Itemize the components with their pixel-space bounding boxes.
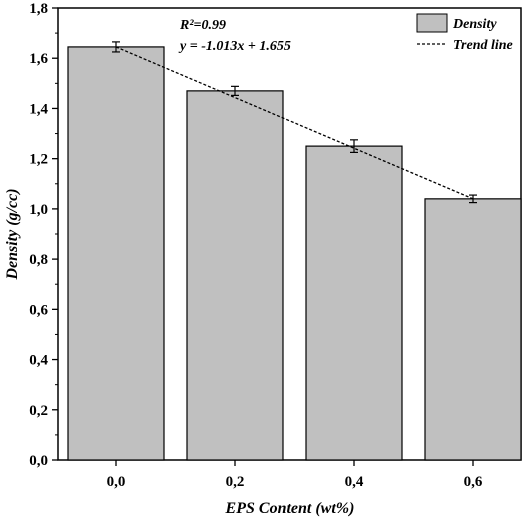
legend-bar-label: Density <box>452 17 497 32</box>
x-tick-label-3: 0,6 <box>464 474 483 490</box>
y-tick-label-3: 0,6 <box>29 302 48 318</box>
y-axis: 0,0 0,2 0,4 0,6 0,8 1,0 1,2 1,4 1,6 1,8 <box>29 1 58 469</box>
bars-group <box>67 46 522 461</box>
x-tick-label-0: 0,0 <box>107 474 126 490</box>
bar-1 <box>186 90 284 461</box>
trend-line-group <box>115 46 474 200</box>
x-tick-label-1: 0,2 <box>226 474 245 490</box>
x-axis: 0,0 0,2 0,4 0,6 <box>107 460 483 490</box>
bar-0 <box>67 46 165 461</box>
legend-bar-swatch <box>416 13 448 33</box>
r-squared-annotation: R²=0.99 <box>179 18 226 33</box>
y-tick-label-1: 0,2 <box>29 403 48 419</box>
trend-line <box>115 46 474 200</box>
error-bar-2 <box>350 139 358 153</box>
y-tick-label-8: 1,6 <box>29 51 48 67</box>
x-axis-title: EPS Content (wt%) <box>225 500 355 517</box>
error-bar-1 <box>231 85 239 96</box>
y-tick-label-7: 1,4 <box>29 101 48 117</box>
error-bars-group <box>112 41 477 204</box>
error-bar-3 <box>469 194 477 204</box>
y-tick-label-9: 1,8 <box>29 1 48 17</box>
y-tick-label-0: 0,0 <box>29 453 48 469</box>
legend: Density Trend line <box>416 13 513 53</box>
y-tick-label-2: 0,4 <box>29 353 48 369</box>
x-tick-label-2: 0,4 <box>345 474 364 490</box>
y-tick-label-6: 1,2 <box>29 152 48 168</box>
legend-trend-label: Trend line <box>453 38 513 53</box>
bar-3 <box>424 198 522 461</box>
y-axis-title: Density (g/cc) <box>4 188 21 280</box>
equation-annotation: y = -1.013x + 1.655 <box>178 39 291 54</box>
y-tick-label-5: 1,0 <box>29 202 48 218</box>
y-tick-label-4: 0,8 <box>29 252 48 268</box>
bar-2 <box>305 145 403 461</box>
